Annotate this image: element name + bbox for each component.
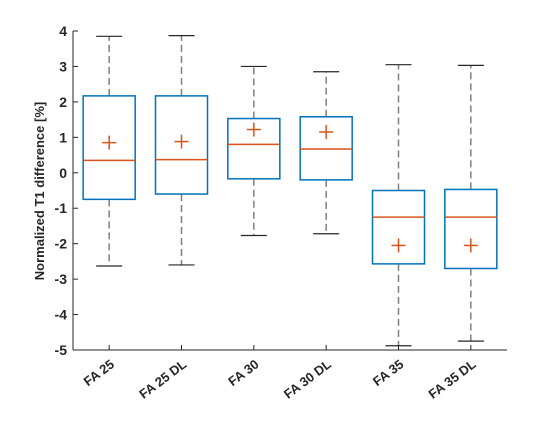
y-tick-label: -2	[55, 236, 68, 252]
y-tick-label: 3	[59, 58, 67, 74]
y-tick-label: -1	[55, 200, 68, 216]
x-tick-label: FA 35 DL	[426, 356, 479, 401]
mean-marker	[391, 238, 406, 253]
y-tick-label: -3	[55, 271, 68, 287]
mean-marker	[174, 134, 189, 149]
y-tick-label: 0	[59, 165, 67, 181]
axes-layer	[72, 30, 507, 351]
x-tick-label: FA 30 DL	[281, 356, 334, 401]
y-axis-label: Normalized T1 difference [%]	[32, 102, 47, 280]
y-tick-label: -4	[55, 307, 68, 323]
box-iqr	[371, 189, 426, 265]
mean-marker	[246, 122, 261, 137]
y-tick-label: 2	[59, 94, 67, 110]
box-iqr	[444, 188, 498, 270]
box-iqr	[154, 95, 209, 195]
labels-layer: -5 -4 -3 -2 -1 0 1 2 3 4 FA 25 FA 25 DL FA 30 FA 30 D…	[55, 23, 479, 402]
y-tick-label: -5	[55, 342, 68, 358]
whiskers-layer	[96, 35, 484, 347]
mean-marker	[102, 135, 117, 150]
x-tick-label: FA 25	[81, 356, 117, 389]
boxes-layer	[82, 95, 498, 270]
mean-marker	[463, 238, 478, 253]
y-tick-label: 4	[59, 23, 67, 39]
box-iqr	[227, 117, 281, 180]
y-tick-label: 1	[59, 129, 67, 145]
x-tick-label: FA 35	[370, 356, 406, 389]
mean-marker	[319, 125, 334, 140]
x-tick-label: FA 30	[225, 356, 261, 389]
box-iqr	[82, 95, 136, 201]
x-tick-label: FA 25 DL	[136, 356, 189, 401]
